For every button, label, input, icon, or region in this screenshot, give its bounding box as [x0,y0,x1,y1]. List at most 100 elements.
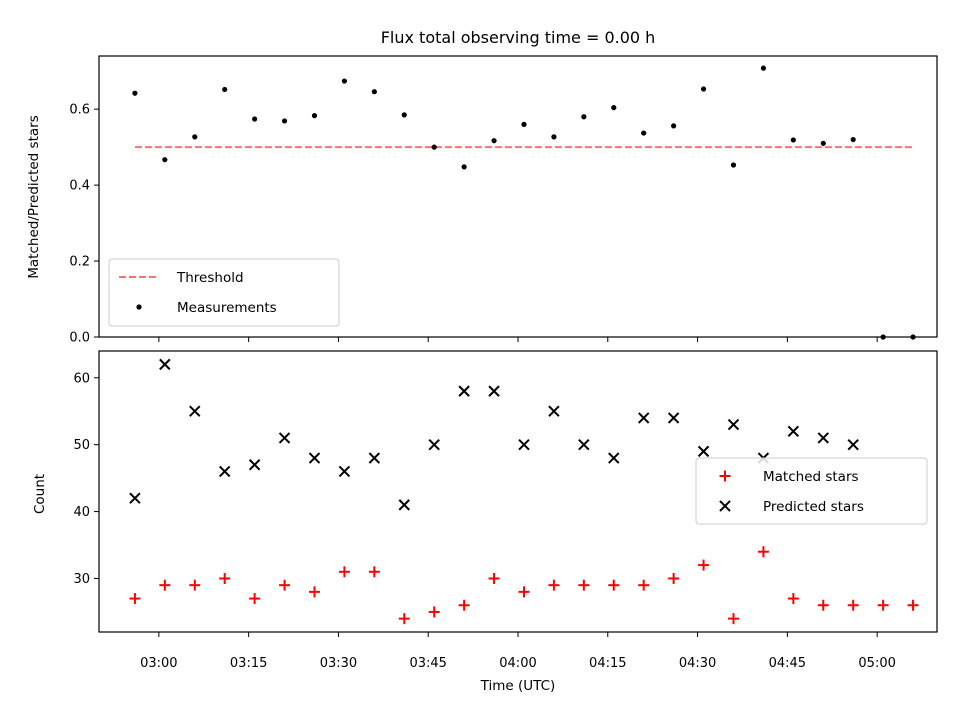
matched-star-point [608,579,620,591]
predicted-star-point [159,358,171,371]
measurement-point [551,134,557,140]
matched-star-point [668,572,680,584]
predicted-star-point [518,438,530,451]
ratio-y-tick-label: 0.4 [69,179,90,194]
matched-star-point [189,579,201,591]
predicted-star-point [458,385,470,397]
measurement-point [222,86,228,93]
measurement-point [281,118,288,124]
predicted-star-point [248,459,261,471]
predicted-star-point [608,452,620,464]
predicted-star-point [727,418,740,431]
measurement-point [371,89,377,95]
ratio-x-ticks [158,337,878,342]
measurement-point [461,164,467,170]
legend-predicted-swatch [719,500,731,512]
count-legend-box [695,457,928,525]
matched-star-point [428,606,440,618]
measurement-point [790,137,796,143]
ratio-y-tick-label: 0.0 [69,331,90,346]
matched-star-point [877,599,889,611]
predicted-star-point [637,412,650,424]
predicted-star-point [218,465,231,478]
matched-star-point [698,559,710,571]
legend-matched-marker [719,470,731,482]
measurement-point [491,138,497,144]
predicted-star-point [548,405,560,417]
matched-star-point [727,613,739,625]
ratio-y-ticks: 0.0 0.2 0.4 0.6 [69,103,99,346]
count-y-tick-label: 40 [73,505,90,520]
predicted-star-point [817,432,829,444]
predicted-star-point [787,425,800,437]
matched-star-point [817,599,829,611]
legend-predicted-label: Predicted stars [763,499,864,515]
legend-measurements-label: Measurements [177,300,277,316]
ratio-y-axis-label: Matched/Predicted stars [26,115,42,278]
count-x-tick-label: 04:30 [679,656,716,671]
count-x-tick-label: 05:00 [858,656,895,671]
count-x-ticks: 03:00 03:15 03:30 03:45 04:00 04:15 04:30 04:45… [140,632,896,671]
matched-star-point [458,599,470,611]
matched-star-point [338,566,350,578]
matched-star-point [129,593,141,605]
count-x-tick-label: 03:45 [409,656,446,671]
matched-star-point [488,572,500,584]
measurement-point [521,121,527,127]
predicted-star-point [697,445,710,458]
measurement-point [431,144,437,150]
matched-star-point [578,579,590,591]
legend-matched-swatch [719,470,731,482]
measurement-point [820,140,826,146]
matched-star-point [638,579,650,591]
ratio-y-tick-label: 0.6 [69,103,90,118]
matched-star-point [308,586,320,598]
predicted-star-point [428,438,440,451]
ratio-marks [132,65,916,340]
legend-predicted-marker [719,500,731,512]
ratio-panel: Flux total observing time = 0.00 h 0.00.… [26,28,938,346]
matched-star-point [757,546,769,558]
count-x-tick-label: 04:45 [769,656,806,671]
matched-star-point [279,579,291,591]
ratio-legend-box [108,258,340,327]
matched-star-point [159,579,171,591]
matched-star-point [368,566,380,578]
predicted-star-point [368,452,381,464]
measurement-point [311,113,318,119]
predicted-star-point [338,465,351,478]
matched-star-point [907,599,919,611]
chart-title: Flux total observing time = 0.00 h [381,28,656,47]
count-x-tick-label: 04:15 [589,656,626,671]
legend-measurements-swatch [136,304,142,310]
matched-star-point [548,579,560,591]
measurement-point [760,65,767,71]
predicted-star-point [667,412,680,424]
count-y-ticks: 30 40 50 60 [73,371,99,587]
predicted-star-point [488,385,500,397]
matched-star-point [518,586,530,598]
count-y-tick-label: 50 [73,438,90,453]
measurement-point [700,86,707,92]
legend-matched-label: Matched stars [763,469,859,485]
measurement-point [132,90,138,96]
measurement-point [401,112,407,118]
legend-threshold-label: Threshold [176,270,244,286]
matched-star-point [847,599,859,611]
measurement-point [730,162,737,168]
count-x-tick-label: 03:00 [140,656,177,671]
predicted-star-point [308,452,321,464]
ratio-y-tick-label: 0.2 [69,255,90,270]
measurement-point [341,78,348,84]
predicted-star-point [278,432,291,444]
measurement-point [192,134,198,140]
count-y-axis-label: Count [32,474,48,514]
count-legend: Matched stars Predicted stars [695,457,928,525]
measurement-point [671,123,677,129]
count-x-tick-label: 04:00 [499,656,536,671]
matched-star-point [398,613,410,625]
measurement-point [162,157,168,163]
